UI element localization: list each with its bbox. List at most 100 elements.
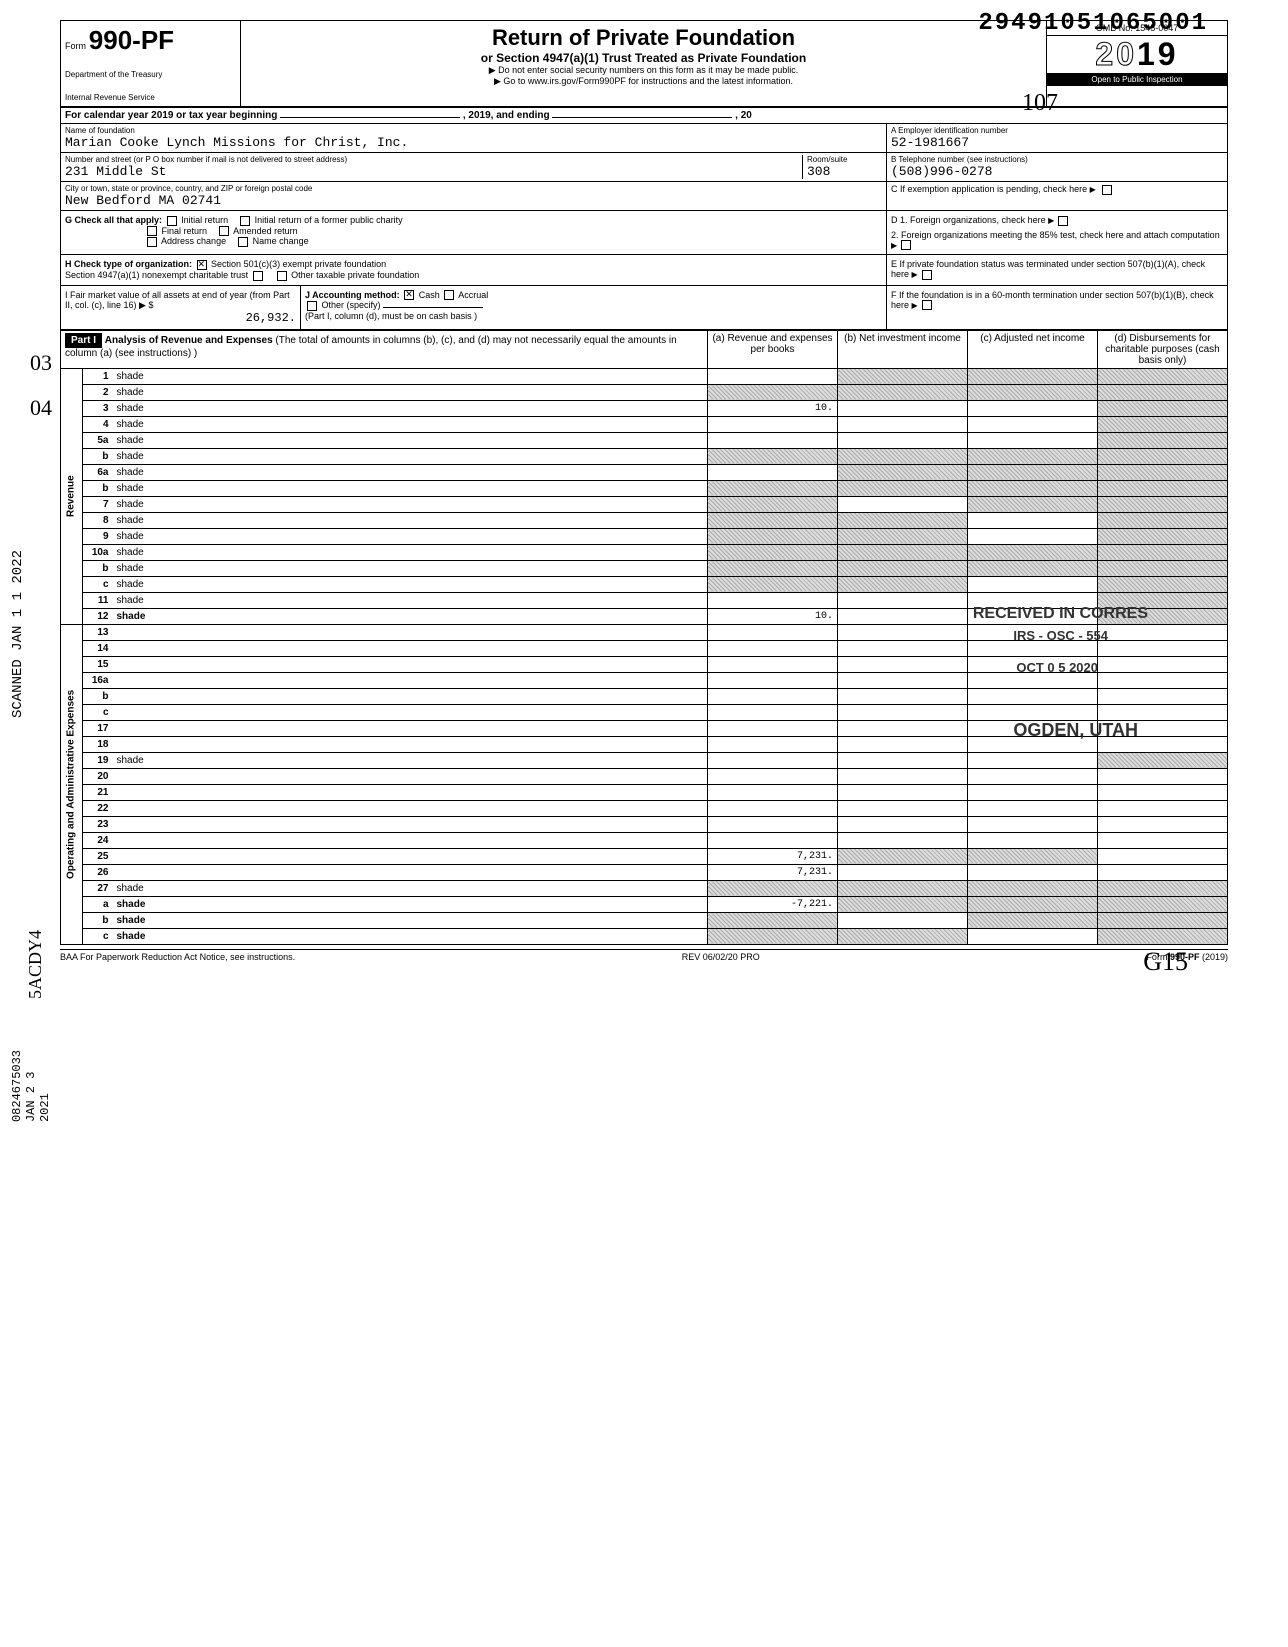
amount-cell-b: [838, 368, 968, 384]
foundation-name: Marian Cooke Lynch Missions for Christ, …: [65, 135, 882, 150]
g-amended-return[interactable]: [219, 226, 229, 236]
table-row: 6ashade: [61, 464, 1228, 480]
amount-cell-b: [838, 480, 968, 496]
amount-cell-a: [708, 432, 838, 448]
amount-cell-d: [1098, 384, 1228, 400]
table-row: bshade: [61, 448, 1228, 464]
table-row: 7shade: [61, 496, 1228, 512]
d2-checkbox[interactable]: [901, 240, 911, 250]
h-4947[interactable]: [253, 271, 263, 281]
table-row: 2shade: [61, 384, 1228, 400]
amount-cell-b: [838, 544, 968, 560]
line-number: 14: [83, 640, 113, 656]
table-row: 3shade10.: [61, 400, 1228, 416]
j-note: (Part I, column (d), must be on cash bas…: [305, 311, 477, 321]
amount-cell-d: [1098, 912, 1228, 928]
line-number: 16a: [83, 672, 113, 688]
g-final-return[interactable]: [147, 226, 157, 236]
line-number: b: [83, 560, 113, 576]
line-description: shade: [113, 560, 708, 576]
line-number: b: [83, 688, 113, 704]
line-description: shade: [113, 896, 708, 912]
amount-cell-b: [838, 688, 968, 704]
g-label: G Check all that apply:: [65, 215, 162, 225]
amount-cell-b: [838, 400, 968, 416]
amount-cell-d: [1098, 560, 1228, 576]
amount-cell-b: [838, 848, 968, 864]
table-row: bshade: [61, 480, 1228, 496]
tax-year-end[interactable]: [552, 117, 732, 118]
form-note-2: ▶ Go to www.irs.gov/Form990PF for instru…: [245, 76, 1042, 87]
amount-cell-c: [968, 816, 1098, 832]
received-stamp-2: IRS - OSC - 554: [1013, 628, 1108, 643]
e-checkbox[interactable]: [922, 270, 932, 280]
cal-prefix: For calendar year 2019 or tax year begin…: [65, 110, 277, 121]
line-description: [113, 704, 708, 720]
table-row: 9shade: [61, 528, 1228, 544]
g-initial-return[interactable]: [167, 216, 177, 226]
amount-cell-d: [1098, 752, 1228, 768]
amount-cell-c: [968, 464, 1098, 480]
form-id-box: Form 990-PF Department of the Treasury I…: [61, 21, 241, 106]
amount-cell-c: [968, 496, 1098, 512]
j-label: J Accounting method:: [305, 290, 400, 300]
amount-cell-a: [708, 592, 838, 608]
line-description: shade: [113, 448, 708, 464]
street-value: 231 Middle St: [65, 164, 802, 179]
line-number: 3: [83, 400, 113, 416]
g-address-change[interactable]: [147, 237, 157, 247]
j-accrual[interactable]: [444, 290, 454, 300]
amount-cell-d: [1098, 768, 1228, 784]
table-row: cshade: [61, 928, 1228, 944]
g-initial-former[interactable]: [240, 216, 250, 226]
amount-cell-a: [708, 368, 838, 384]
amount-cell-a: [708, 752, 838, 768]
j-other[interactable]: [307, 301, 317, 311]
tax-year-begin[interactable]: [280, 117, 460, 118]
table-row: b: [61, 688, 1228, 704]
line-description: shade: [113, 496, 708, 512]
footer-center: REV 06/02/20 PRO: [682, 952, 760, 962]
line-number: b: [83, 480, 113, 496]
j-cash[interactable]: [404, 290, 414, 300]
table-row: 20: [61, 768, 1228, 784]
table-row: 27shade: [61, 880, 1228, 896]
table-row: 8shade: [61, 512, 1228, 528]
dept-treasury: Department of the Treasury: [65, 70, 236, 79]
scanned-stamp: SCANNED JAN 1 1 2022: [10, 550, 26, 718]
line-description: shade: [113, 576, 708, 592]
amount-cell-b: [838, 656, 968, 672]
line-number: 13: [83, 624, 113, 640]
line-number: c: [83, 928, 113, 944]
h-other-taxable[interactable]: [277, 271, 287, 281]
amount-cell-c: [968, 880, 1098, 896]
f-checkbox[interactable]: [922, 300, 932, 310]
city-label: City or town, state or province, country…: [65, 184, 882, 193]
form-note-1: ▶ Do not enter social security numbers o…: [245, 65, 1042, 76]
side-dln: 0824675033 JAN 2 3 2021: [10, 1050, 52, 1122]
amount-cell-d: [1098, 688, 1228, 704]
g-name-change[interactable]: [238, 237, 248, 247]
amount-cell-d: [1098, 896, 1228, 912]
amount-cell-a: [708, 416, 838, 432]
line-description: [113, 640, 708, 656]
amount-cell-a: [708, 720, 838, 736]
amount-cell-b: [838, 464, 968, 480]
h-501c3[interactable]: [197, 260, 207, 270]
amount-cell-b: [838, 384, 968, 400]
d1-checkbox[interactable]: [1058, 216, 1068, 226]
amount-cell-c: [968, 784, 1098, 800]
line-number: 9: [83, 528, 113, 544]
line-description: shade: [113, 912, 708, 928]
amount-cell-a: [708, 704, 838, 720]
table-row: 22: [61, 800, 1228, 816]
amount-cell-c: [968, 528, 1098, 544]
table-row: ashade-7,221.: [61, 896, 1228, 912]
amount-cell-c: [968, 400, 1098, 416]
j-other-field[interactable]: [383, 307, 483, 308]
c-checkbox[interactable]: [1102, 185, 1112, 195]
amount-cell-d: [1098, 512, 1228, 528]
line-description: shade: [113, 928, 708, 944]
phone-label: B Telephone number (see instructions): [891, 155, 1223, 164]
street-label: Number and street (or P O box number if …: [65, 155, 802, 164]
